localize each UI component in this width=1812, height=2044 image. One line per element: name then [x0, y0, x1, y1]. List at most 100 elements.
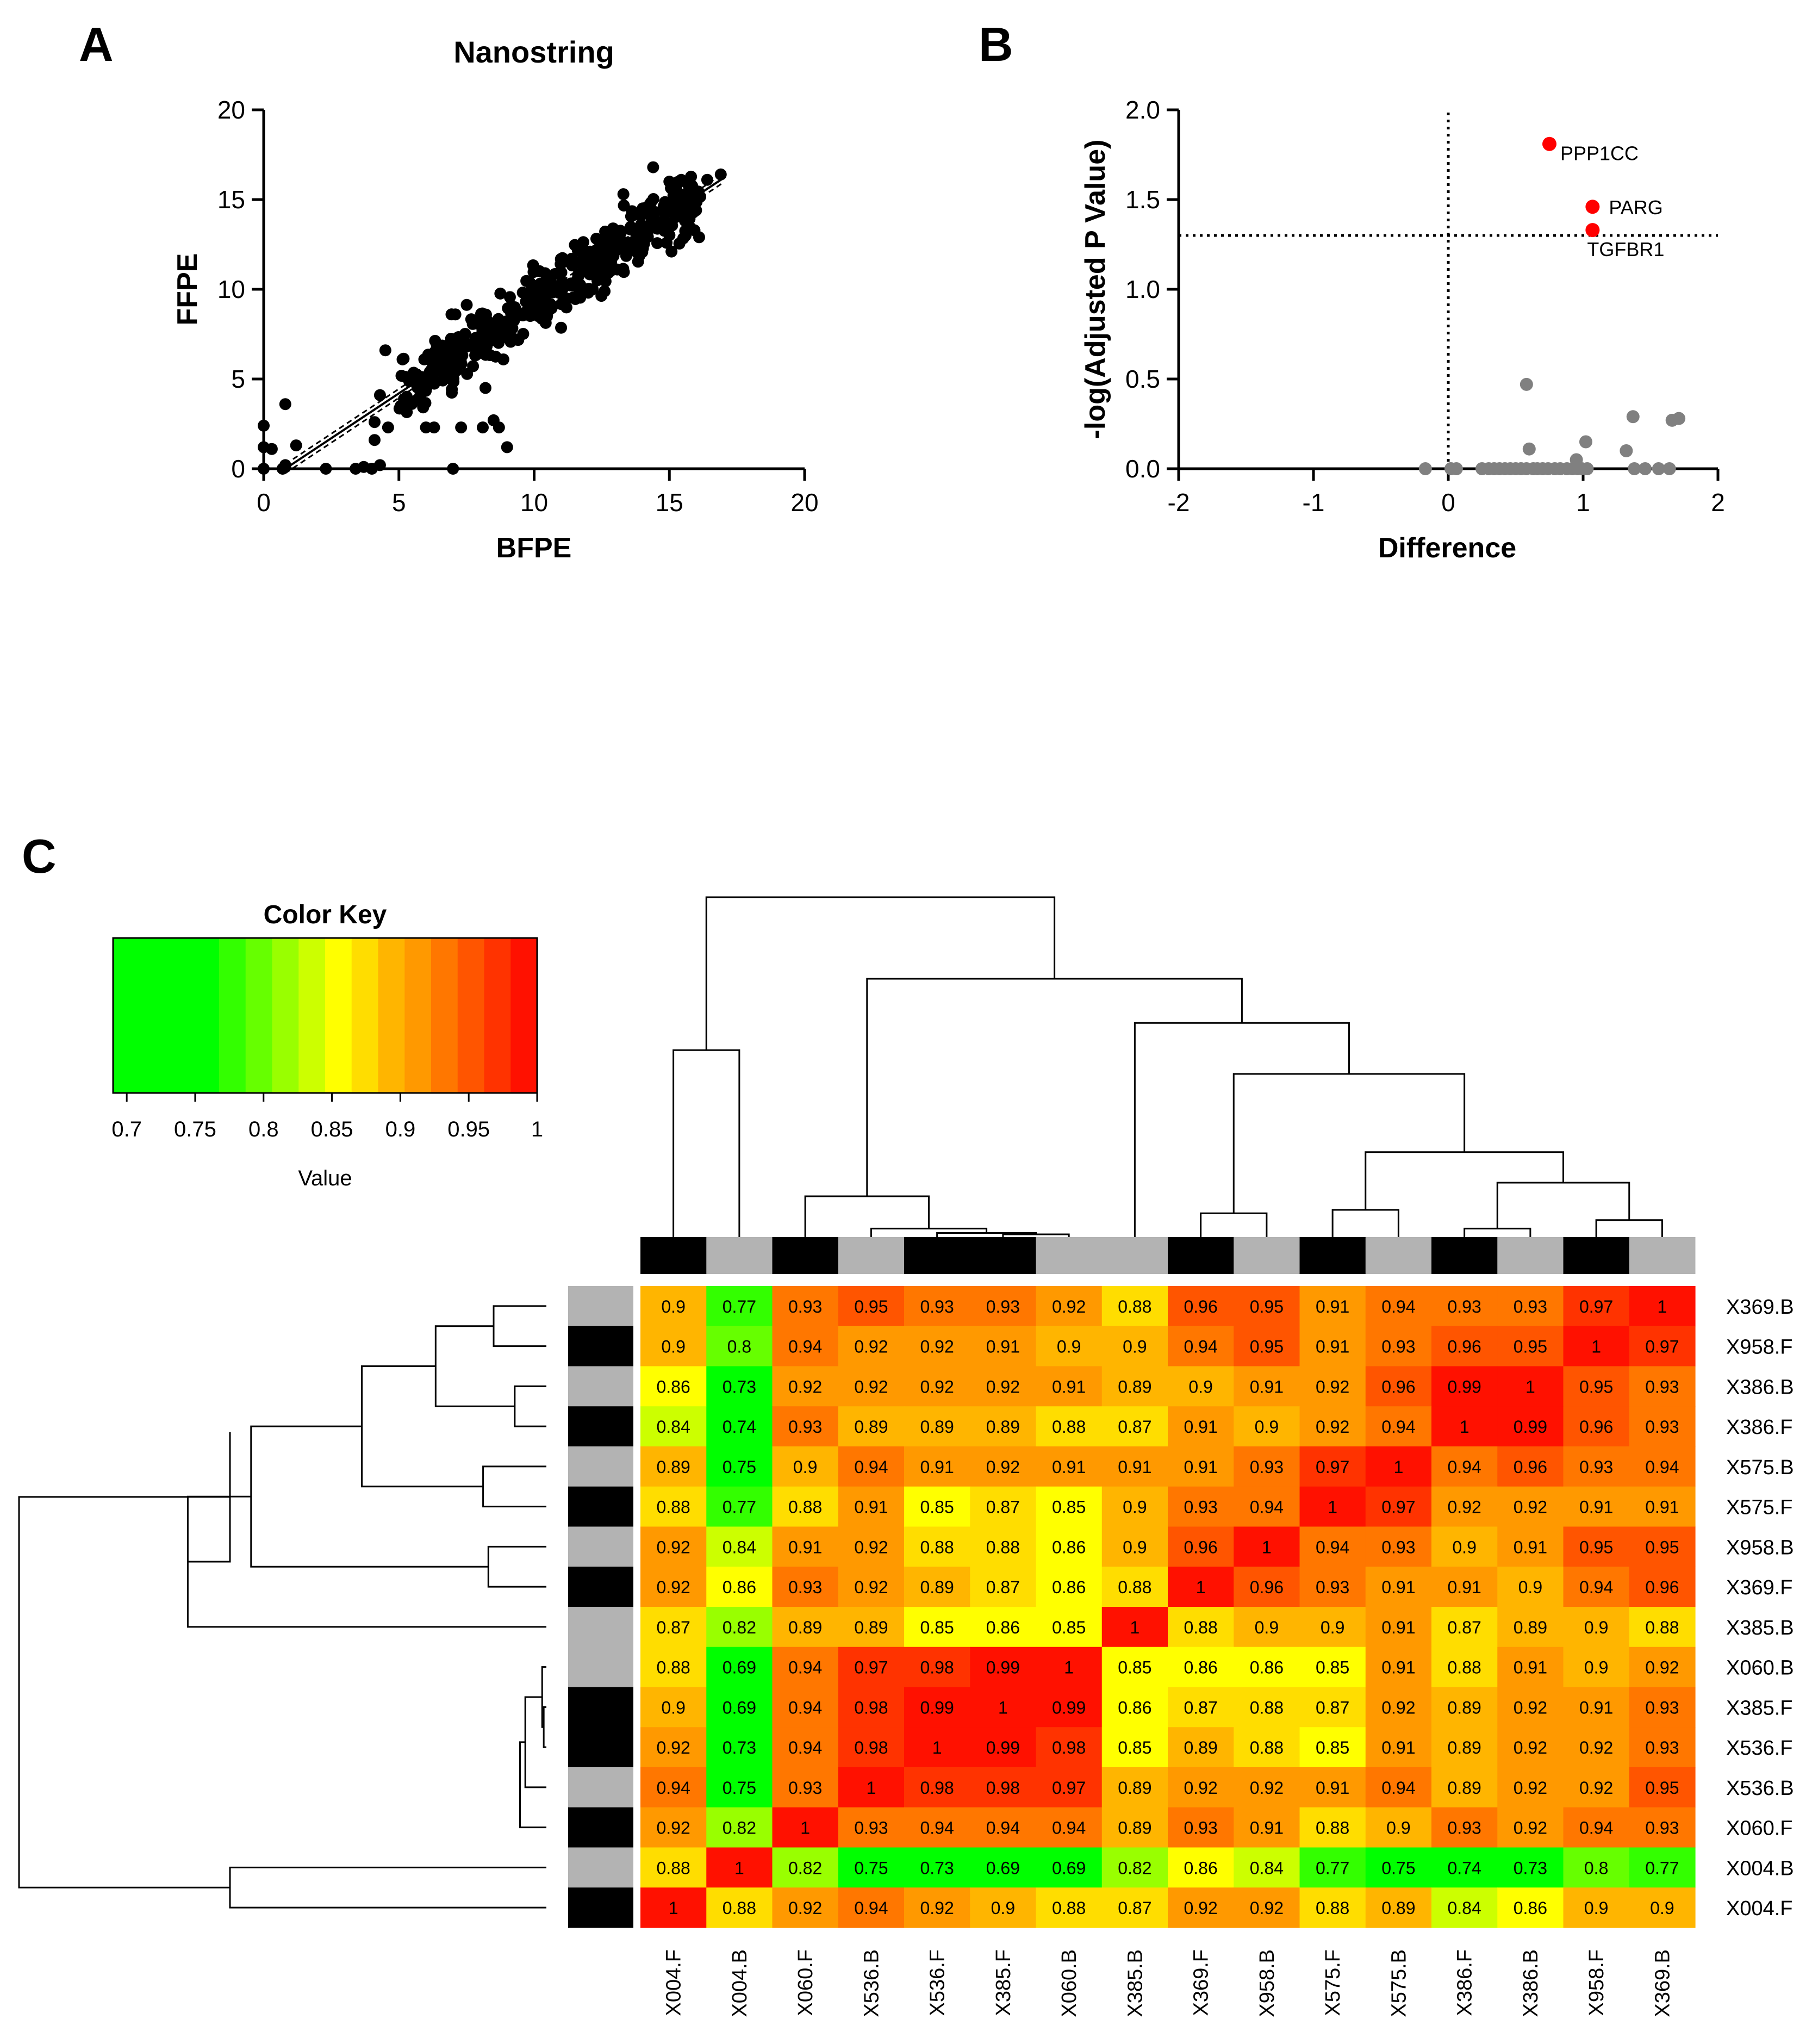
- heatmap-cell: [772, 1326, 839, 1367]
- panel-a-point: [669, 211, 682, 223]
- panel-a-point: [373, 389, 386, 401]
- heatmap-cell: [838, 1847, 905, 1888]
- heatmap-cell: [640, 1847, 707, 1888]
- heatmap-cell-value: 0.92: [1447, 1498, 1481, 1517]
- heatmap-cell-value: 0.89: [920, 1577, 954, 1597]
- heatmap-cell: [1299, 1366, 1366, 1407]
- heatmap-cell: [1234, 1366, 1300, 1407]
- heatmap-cell: [640, 1767, 707, 1808]
- heatmap-cell-value: 0.94: [788, 1698, 822, 1717]
- heatmap-cell-value: 0.87: [656, 1618, 690, 1637]
- heatmap-cell: [1101, 1286, 1168, 1327]
- heatmap-cell: [1431, 1767, 1498, 1808]
- heatmap-cell-value: 0.89: [1118, 1818, 1151, 1838]
- heatmap-cell-value: 0.93: [1645, 1377, 1679, 1396]
- column-side-color: [970, 1237, 1036, 1274]
- heatmap-cell-value: 0.86: [723, 1577, 756, 1597]
- heatmap-cell-value: 0.85: [1118, 1658, 1151, 1678]
- panel-a-point: [508, 333, 521, 345]
- panel-a-point: [476, 421, 489, 434]
- row-label: X060.F: [1726, 1817, 1793, 1840]
- panel-b-significant-point: [1542, 136, 1556, 151]
- heatmap-cell: [1431, 1567, 1498, 1607]
- heatmap-cell: [904, 1486, 970, 1527]
- heatmap-cell: [1101, 1887, 1168, 1928]
- heatmap-cell-value: 0.91: [1118, 1457, 1151, 1477]
- heatmap-cell: [1234, 1326, 1300, 1367]
- heatmap-cell: [1101, 1526, 1168, 1567]
- row-side-color: [568, 1687, 633, 1728]
- heatmap-cell: [1101, 1486, 1168, 1527]
- column-label: X386.B: [1520, 1949, 1542, 2017]
- panel-a-point: [475, 308, 487, 320]
- heatmap-cell: [1168, 1567, 1234, 1607]
- panel-b-gene-label: PARG: [1609, 196, 1662, 219]
- heatmap-cell-value: 1: [1328, 1498, 1337, 1517]
- panel-b-points: [1418, 377, 1686, 475]
- panel-a-point: [258, 419, 270, 432]
- panel-a-point: [673, 237, 686, 250]
- heatmap-cell-value: 0.99: [1052, 1698, 1086, 1717]
- color-key-segment: [166, 938, 194, 1093]
- panel-a-point: [617, 188, 630, 201]
- panel-b-point: [1639, 462, 1652, 475]
- heatmap-cell: [1168, 1326, 1234, 1367]
- heatmap-cell: [1629, 1607, 1696, 1648]
- panel-a-points: [258, 161, 727, 475]
- heatmap-cell-value: 0.69: [986, 1858, 1020, 1878]
- panel-a-point: [479, 382, 491, 394]
- panel-a-point: [583, 268, 596, 281]
- heatmap-cell: [1168, 1366, 1234, 1407]
- panel-a-point: [595, 290, 608, 302]
- heatmap-cell-value: 1: [866, 1778, 876, 1798]
- heatmap-cell-value: 0.86: [986, 1618, 1020, 1637]
- heatmap-cell-value: 0.92: [1316, 1377, 1349, 1396]
- panel-a-point: [635, 209, 647, 221]
- panel-b-point: [1579, 435, 1592, 449]
- heatmap-cell: [904, 1326, 970, 1367]
- heatmap-cell: [1234, 1807, 1300, 1848]
- row-label: X575.F: [1726, 1496, 1793, 1519]
- heatmap-cell-value: 0.86: [1184, 1858, 1217, 1878]
- panel-b-point: [1418, 462, 1432, 475]
- heatmap-cell-value: 0.98: [920, 1658, 954, 1678]
- heatmap-cell-value: 0.93: [1579, 1457, 1613, 1477]
- heatmap-cell: [1629, 1687, 1696, 1728]
- heatmap-cell-value: 0.96: [1645, 1577, 1679, 1597]
- heatmap-cell: [970, 1607, 1037, 1648]
- heatmap-cell-value: 1: [1525, 1377, 1535, 1396]
- heatmap-cell-value: 0.92: [920, 1898, 954, 1918]
- heatmap-cell: [1168, 1486, 1234, 1527]
- row-dendrogram: [19, 1306, 546, 1909]
- heatmap-cell: [706, 1767, 773, 1808]
- heatmap-cell-value: 0.94: [1250, 1498, 1284, 1517]
- heatmap-cell-value: 0.91: [1052, 1457, 1086, 1477]
- heatmap-cell-value: 0.88: [986, 1537, 1020, 1557]
- panel-b-point: [1620, 444, 1633, 457]
- panel-a-point: [582, 287, 594, 299]
- panel-b-x-tick-label: -1: [1303, 488, 1325, 517]
- heatmap-cell: [706, 1486, 773, 1527]
- heatmap-cell-value: 0.89: [656, 1457, 690, 1477]
- row-label: X369.F: [1726, 1576, 1793, 1599]
- heatmap-cell: [1431, 1687, 1498, 1728]
- color-key-tick-label: 0.75: [174, 1117, 216, 1141]
- heatmap-cell-value: 0.9: [1057, 1337, 1081, 1357]
- heatmap-cell-value: 0.89: [920, 1417, 954, 1437]
- panel-a-point: [572, 269, 584, 281]
- heatmap-cell: [1365, 1687, 1432, 1728]
- heatmap-cell: [1563, 1366, 1630, 1407]
- heatmap-cell-value: 0.92: [656, 1818, 690, 1838]
- heatmap-cell: [772, 1727, 839, 1768]
- heatmap-cell: [1365, 1526, 1432, 1567]
- heatmap-cell: [838, 1807, 905, 1848]
- heatmap-cell-value: 0.99: [986, 1738, 1020, 1757]
- heatmap-cell: [1036, 1727, 1103, 1768]
- heatmap-cell-value: 0.94: [788, 1337, 822, 1357]
- heatmap-cell: [1036, 1847, 1103, 1888]
- column-label: X575.F: [1322, 1949, 1344, 2016]
- panel-a-y-tick-label: 15: [217, 185, 245, 214]
- panel-a-point: [503, 291, 516, 303]
- panel-a-point: [379, 344, 391, 357]
- heatmap-cell: [1629, 1326, 1696, 1367]
